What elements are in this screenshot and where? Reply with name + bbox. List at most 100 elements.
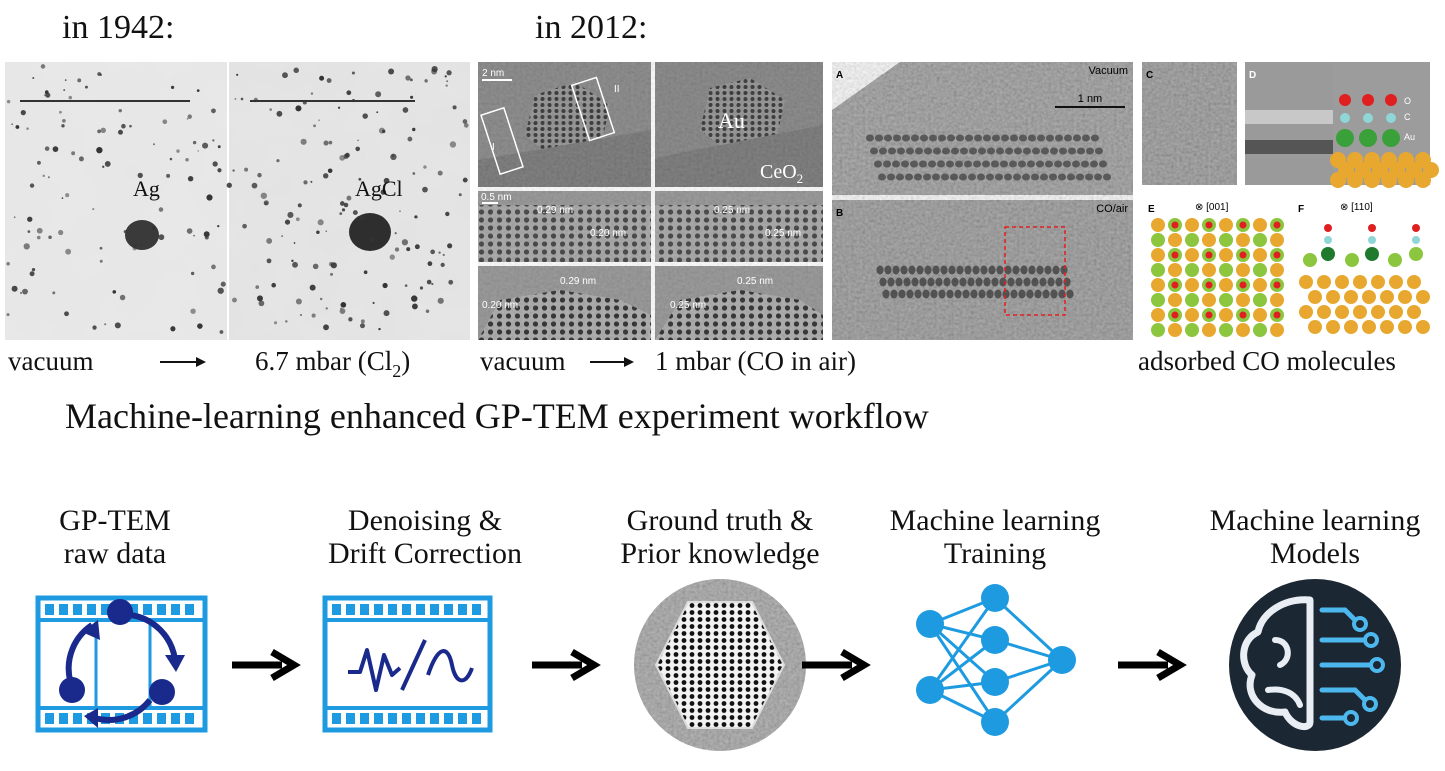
atom-column	[890, 289, 898, 299]
atom	[1416, 320, 1430, 334]
atom-column	[964, 160, 972, 168]
atom-column	[1031, 277, 1039, 287]
atom	[1270, 323, 1284, 337]
atom	[1168, 263, 1182, 277]
perforation	[430, 713, 439, 724]
atom-column	[938, 134, 946, 142]
speck	[319, 297, 323, 301]
atom-column	[879, 277, 887, 287]
atom	[1415, 172, 1431, 188]
perforation	[87, 604, 96, 615]
speck	[378, 327, 381, 331]
speck	[36, 235, 41, 240]
speck	[187, 175, 194, 182]
atom-column	[943, 277, 951, 287]
speck	[390, 153, 397, 161]
neuron	[981, 626, 1009, 654]
atom-column	[1044, 265, 1052, 275]
speck	[15, 125, 20, 129]
atom-column	[887, 173, 895, 181]
atom-column	[916, 265, 924, 275]
atom	[1270, 233, 1284, 247]
speck	[271, 282, 276, 288]
atom-column	[955, 160, 963, 168]
atom	[1202, 233, 1216, 247]
speck	[355, 146, 361, 152]
micrograph-panel	[832, 62, 1133, 340]
atom-column	[1046, 134, 1054, 142]
speck	[226, 182, 232, 188]
atom	[1386, 113, 1396, 123]
atom-column	[878, 173, 886, 181]
atom	[1171, 251, 1179, 259]
speck	[300, 138, 307, 145]
atom-column	[947, 134, 955, 142]
speck	[282, 72, 288, 79]
speck	[389, 254, 395, 260]
speck	[62, 118, 66, 123]
atom	[1353, 275, 1367, 289]
speck	[22, 288, 28, 295]
atom	[1409, 247, 1423, 261]
atom-column	[866, 134, 874, 142]
speck	[266, 237, 273, 244]
atom	[1205, 251, 1213, 259]
perforation	[374, 713, 383, 724]
atom-column	[895, 277, 903, 287]
atom	[1273, 311, 1281, 319]
atom-column	[908, 265, 916, 275]
atom	[1219, 278, 1233, 292]
atom	[1412, 236, 1420, 244]
speck	[422, 186, 428, 193]
perforation	[143, 713, 152, 724]
atom	[1205, 281, 1213, 289]
atom	[1362, 94, 1374, 106]
speck	[325, 230, 328, 233]
subscript: 2	[392, 361, 401, 381]
speck	[44, 146, 50, 151]
atom	[1185, 248, 1199, 262]
atom	[1219, 248, 1233, 262]
speck	[196, 89, 200, 93]
speck	[92, 325, 97, 330]
neuron	[981, 668, 1009, 696]
speck	[232, 169, 235, 172]
speck	[404, 284, 408, 287]
atom	[1185, 263, 1199, 277]
atom-column	[968, 173, 976, 181]
atom	[1344, 320, 1358, 334]
speck	[59, 110, 62, 114]
perforation	[185, 713, 194, 724]
atom	[1368, 236, 1376, 244]
ml-model-icon	[1229, 579, 1401, 751]
speck	[61, 197, 64, 199]
atom	[1219, 218, 1233, 232]
speck	[323, 140, 329, 146]
speck	[242, 223, 247, 229]
perforation	[360, 604, 369, 615]
atom	[1321, 247, 1335, 261]
atom	[1371, 275, 1385, 289]
speck	[132, 246, 137, 251]
atom	[1253, 323, 1267, 337]
atom	[1202, 263, 1216, 277]
atom-column	[1077, 147, 1085, 155]
speck	[348, 317, 353, 322]
caption: 6.7 mbar (Cl2)	[255, 346, 410, 381]
speck	[376, 111, 379, 114]
speck	[121, 123, 126, 129]
atom	[1359, 129, 1377, 147]
atom-column	[1010, 289, 1018, 299]
atom	[1364, 172, 1380, 188]
perforation	[171, 604, 180, 615]
speck	[328, 261, 334, 267]
atom-column	[1076, 173, 1084, 181]
atom	[1171, 311, 1179, 319]
atom-column	[1005, 147, 1013, 155]
spacing-label: 0.29 nm	[537, 205, 573, 216]
atom-column	[973, 160, 981, 168]
speck	[447, 243, 453, 249]
speck	[427, 261, 433, 267]
speck	[211, 264, 216, 270]
perforation	[458, 713, 467, 724]
